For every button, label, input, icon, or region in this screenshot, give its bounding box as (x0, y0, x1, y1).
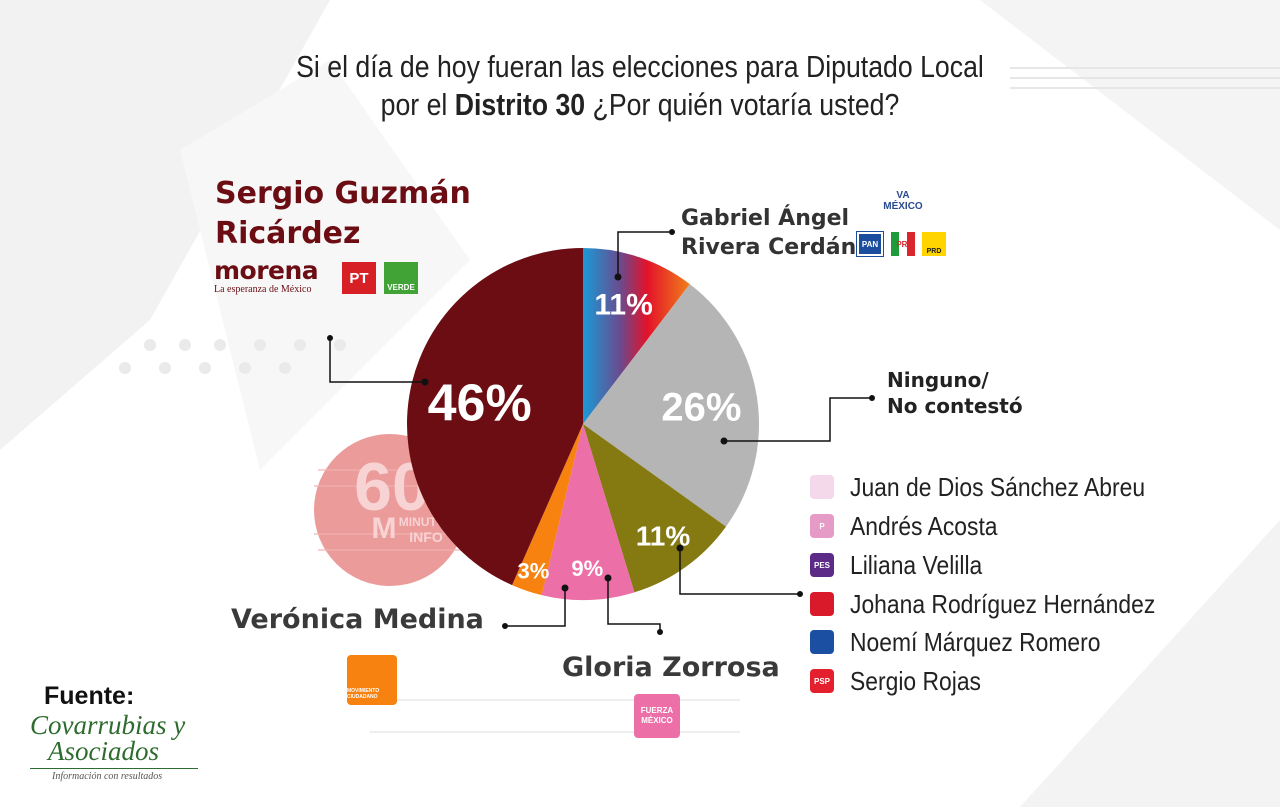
svg-text:M: M (372, 512, 397, 545)
slice-veronica-label: 3% (517, 558, 549, 583)
legend-item-label: Noemí Márquez Romero (850, 626, 1101, 657)
verde-logo: VERDE (384, 262, 418, 294)
candidate-veronica-name: Verónica Medina (231, 604, 484, 635)
source-name-line2: Asociados (48, 736, 159, 766)
slice-sergio (407, 248, 583, 586)
legend-item: Noemí Márquez Romero (810, 625, 1135, 659)
title-district: Distrito 30 (454, 87, 586, 122)
ninguno-line1: Ninguno/ (887, 368, 989, 392)
prd-logo: PRD (922, 232, 946, 256)
slice-otros (583, 424, 726, 593)
legend-item: P Andrés Acosta (810, 509, 1018, 543)
party-logo-icon (810, 630, 834, 654)
legend-item-label: Andrés Acosta (850, 510, 998, 541)
source-name-line1: Covarrubias y (30, 710, 186, 740)
watermark-info: INFO (409, 529, 443, 545)
morena-logo: morena La esperanza de México (214, 256, 319, 296)
legend-item: PSP Sergio Rojas (810, 664, 999, 698)
slice-gloria-label: 9% (571, 556, 603, 581)
legend-item: Johana Rodríguez Hernández (810, 587, 1197, 621)
candidate-gabriel-line2: Rivera Cerdán (681, 235, 857, 260)
fuerza-mexico-logo: FUERZA MÉXICO (634, 694, 680, 738)
candidate-gloria-name: Gloria Zorrosa (562, 652, 780, 683)
slice-gabriel (583, 248, 690, 424)
party-logo-icon: PSP (810, 669, 834, 693)
legend-item-label: Sergio Rojas (850, 665, 981, 696)
chart-title: Si el día de hoy fueran las elecciones p… (262, 48, 1019, 124)
legend-item-label: Liliana Velilla (850, 549, 983, 580)
source-tagline: Información con resultados (52, 771, 163, 782)
legend-item-label: Johana Rodríguez Hernández (850, 588, 1156, 619)
legend-item: PES Liliana Velilla (810, 548, 1000, 582)
legend-item-label: Juan de Dios Sánchez Abreu (850, 471, 1146, 502)
candidate-sergio-line2: Ricárdez (215, 216, 361, 251)
slice-gabriel-label: 11% (594, 288, 652, 321)
title-line-1: Si el día de hoy fueran las elecciones p… (296, 49, 984, 84)
party-logo-icon (810, 592, 834, 616)
candidate-sergio-line1: Sergio Guzmán (215, 176, 471, 211)
candidate-gabriel-line1: Gabriel Ángel (681, 206, 850, 231)
movimiento-ciudadano-logo: MOVIMIENTO CIUDADANO (347, 655, 397, 705)
ninguno-label: Ninguno/ No contestó (887, 367, 1023, 419)
slice-ninguno (583, 284, 759, 527)
morena-wordmark: morena (214, 256, 319, 285)
morena-tagline: La esperanza de México (214, 284, 312, 295)
va-mexico-logo: VA MÉXICO (883, 190, 923, 212)
party-logo-icon (810, 475, 834, 499)
slice-gloria (541, 424, 635, 601)
source-logo: Covarrubias y Asociados (30, 710, 186, 766)
title-line-2: por el Distrito 30 ¿Por quién votaría us… (262, 86, 1019, 124)
slice-ninguno-label: 26% (661, 385, 741, 429)
party-logo-icon: PES (810, 553, 834, 577)
candidate-sergio-name: Sergio Guzmán Ricárdez (215, 174, 471, 254)
source-label: Fuente: (44, 682, 135, 710)
pri-logo: PRI (891, 232, 915, 256)
candidate-gabriel-name: Gabriel Ángel Rivera Cerdán (681, 204, 856, 262)
slice-veronica (512, 424, 583, 596)
slice-sergio-label: 46% (428, 374, 532, 432)
title-line-2-pre: por el (380, 87, 455, 122)
party-logo-icon: P (810, 514, 834, 538)
legend-item: Juan de Dios Sánchez Abreu (810, 470, 1185, 504)
title-line-2-post: ¿Por quién votaría usted? (585, 87, 900, 122)
ninguno-line2: No contestó (887, 394, 1023, 418)
leader-lines (329, 231, 872, 632)
pan-logo: PAN (856, 231, 884, 257)
watermark-logo: 60 M MINUTOS. INFO (314, 434, 466, 586)
pt-logo: PT (342, 262, 376, 294)
